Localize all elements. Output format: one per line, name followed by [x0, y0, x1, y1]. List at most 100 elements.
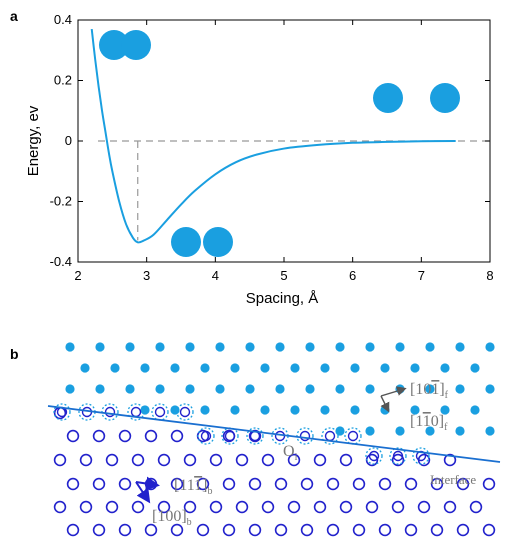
bcc-atom	[443, 453, 457, 467]
fcc-atom	[485, 426, 495, 436]
bcc-atom	[92, 429, 106, 443]
fcc-atom	[260, 363, 270, 373]
axis-ticks: 2 3 4 5 6 7 8 0.4 0.2 0 -0.2 -0.4	[50, 12, 494, 283]
x-tick-label: 8	[486, 268, 493, 283]
bcc-atom	[92, 477, 106, 491]
interface-atom	[224, 430, 236, 442]
fcc-atom	[275, 342, 285, 352]
energy-chart: 2 3 4 5 6 7 8 0.4 0.2 0 -0.2 -0.4 Spacing, Å Energy…	[25, 12, 494, 307]
fcc-atom	[290, 363, 300, 373]
bcc-atom	[482, 523, 496, 537]
atom-circle	[121, 30, 151, 60]
x-tick-label: 7	[418, 268, 425, 283]
fcc-atom	[215, 384, 225, 394]
bcc-atom	[404, 523, 418, 537]
bcc-direction-1-label: [111]b	[174, 477, 212, 497]
bcc-atom	[248, 523, 262, 537]
bcc-atom	[482, 477, 496, 491]
bcc-atom	[326, 477, 340, 491]
interface-dotted-site	[412, 447, 430, 465]
bcc-atom	[105, 453, 119, 467]
fcc-atom	[335, 384, 345, 394]
bcc-direction-2-label: [100]b	[152, 508, 192, 528]
fcc-arrow-1	[380, 386, 407, 397]
fcc-atom	[425, 426, 435, 436]
atom-circle	[430, 83, 460, 113]
bcc-atom	[170, 429, 184, 443]
interface-dotted-site	[197, 427, 215, 445]
interface-dotted-site	[389, 447, 407, 465]
atom-circle	[171, 227, 201, 257]
interface-dotted-site	[127, 403, 145, 421]
interface-dotted-site	[176, 403, 194, 421]
fcc-atom	[65, 342, 75, 352]
interface-atom	[299, 430, 311, 442]
fcc-atom	[260, 405, 270, 415]
fcc-lattice	[65, 342, 495, 436]
fcc-atom	[440, 363, 450, 373]
bcc-atom	[261, 453, 275, 467]
y-tick-label: 0.2	[54, 73, 72, 88]
bcc-atom	[430, 477, 444, 491]
bcc-atom	[131, 453, 145, 467]
bcc-atom	[235, 500, 249, 514]
fcc-atom	[455, 342, 465, 352]
bcc-atom	[92, 523, 106, 537]
y-axis-title: Energy, ev	[25, 105, 42, 176]
bcc-atom	[456, 477, 470, 491]
bcc-atom	[339, 453, 353, 467]
bcc-atom	[456, 523, 470, 537]
bcc-atom	[66, 429, 80, 443]
interface-atom	[324, 430, 336, 442]
bcc-atom	[170, 523, 184, 537]
fcc-atom	[320, 405, 330, 415]
fcc-atom	[395, 426, 405, 436]
fcc-direction-1-label: [101]f	[410, 381, 449, 401]
interface-dotted-site	[53, 403, 71, 421]
fcc-atom	[95, 384, 105, 394]
fcc-atom	[305, 384, 315, 394]
bcc-atom	[287, 453, 301, 467]
fcc-atom	[110, 363, 120, 373]
fcc-atom	[380, 405, 390, 415]
fcc-arrow-2	[380, 395, 390, 413]
bcc-atom	[378, 477, 392, 491]
atom-circle	[99, 30, 129, 60]
panel-a-label: a	[10, 8, 18, 24]
fcc-atom	[320, 363, 330, 373]
interface-dotted-site	[321, 427, 339, 445]
x-tick-label: 2	[74, 268, 81, 283]
bcc-atom	[391, 500, 405, 514]
fcc-atom	[140, 363, 150, 373]
atom-circle	[203, 227, 233, 257]
fcc-atom	[395, 342, 405, 352]
bcc-atom	[300, 523, 314, 537]
fcc-atom	[95, 342, 105, 352]
fcc-atom	[185, 342, 195, 352]
fcc-atom	[410, 363, 420, 373]
fcc-atom	[425, 342, 435, 352]
interface-atom	[104, 406, 116, 418]
fcc-atom	[245, 384, 255, 394]
bcc-atom	[144, 523, 158, 537]
bcc-atom	[365, 500, 379, 514]
interface-dotted-site	[101, 403, 119, 421]
bcc-arrow-1	[135, 476, 160, 491]
fcc-atom	[245, 342, 255, 352]
panel-b-label: b	[10, 346, 19, 362]
bcc-atom	[313, 453, 327, 467]
fcc-atom	[455, 384, 465, 394]
bcc-atom	[183, 453, 197, 467]
bcc-direction-arrows	[135, 476, 160, 504]
bcc-atom	[391, 453, 405, 467]
bcc-atom	[339, 500, 353, 514]
y-tick-label: -0.2	[50, 194, 72, 209]
bcc-atom	[378, 523, 392, 537]
fcc-atom	[335, 342, 345, 352]
bcc-atom	[118, 429, 132, 443]
fcc-atom	[365, 384, 375, 394]
interface-atom	[179, 406, 191, 418]
y-tick-label: 0	[65, 133, 72, 148]
origin-label: Oi	[283, 443, 298, 463]
bcc-atom	[183, 500, 197, 514]
